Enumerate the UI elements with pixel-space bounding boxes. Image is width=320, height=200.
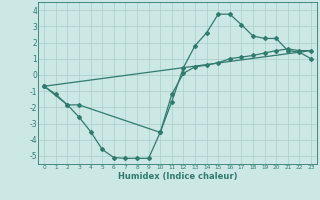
- X-axis label: Humidex (Indice chaleur): Humidex (Indice chaleur): [118, 172, 237, 181]
